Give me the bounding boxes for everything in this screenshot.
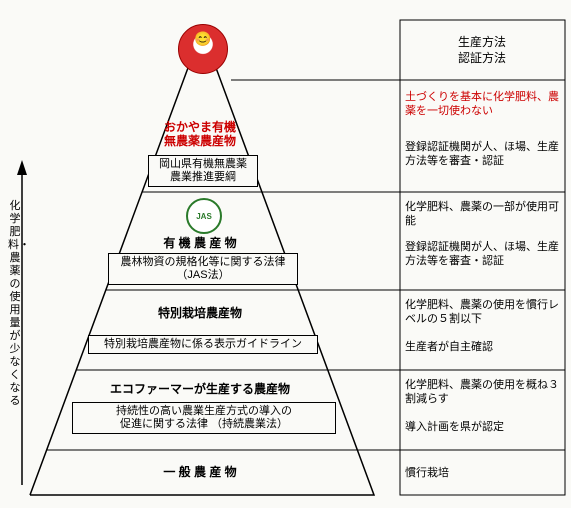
level1-title: おかやま有機 無農薬農産物 [0,120,400,148]
level1-law-box: 岡山県有機無農薬 農業推進要綱 [148,155,258,187]
jas-logo-icon: JAS [186,198,222,234]
level3-title: 特別栽培農産物 [0,306,400,320]
level3-law-box: 特別栽培農産物に係る表示ガイドライン [88,335,318,354]
side5-top: 慣行栽培 [405,466,560,480]
side4-bottom: 導入計画を県が認定 [405,420,560,434]
side1-bottom: 登録認証機関が人、ほ場、生産方法等を審査・認証 [405,140,560,168]
diagram-container: 化学肥料・農薬の使用量が少なくなる おかやま有機 無農薬農産物 岡山県有機無農薬… [0,0,571,508]
side2-top: 化学肥料、農薬の一部が使用可能 [405,200,560,228]
side2-bottom: 登録認証機関が人、ほ場、生産方法等を審査・認証 [405,240,560,268]
level4-law-box: 持続性の高い農業生産方式の導入の 促進に関する法律 （持続農業法） [72,402,336,434]
side3-bottom: 生産者が自主確認 [405,340,560,354]
side4-top: 化学肥料、農薬の使用を概ね３割減らす [405,378,560,406]
level4-title: エコファーマーが生産する農産物 [0,382,400,396]
level2-title: 有 機 農 産 物 [0,236,400,250]
pyramid-left: おかやま有機 無農薬農産物 岡山県有機無農薬 農業推進要綱 JAS 有 機 農 … [0,0,400,508]
level2-law-box: 農林物資の規格化等に関する法律 （JAS法） [108,253,298,285]
side-header: 生産方法 認証方法 [402,34,562,66]
side1-top: 土づくりを基本に化学肥料、農薬を一切使わない [405,90,560,118]
side3-top: 化学肥料、農薬の使用を慣行レベルの５割以下 [405,298,560,326]
level5-title: 一 般 農 産 物 [0,465,400,479]
